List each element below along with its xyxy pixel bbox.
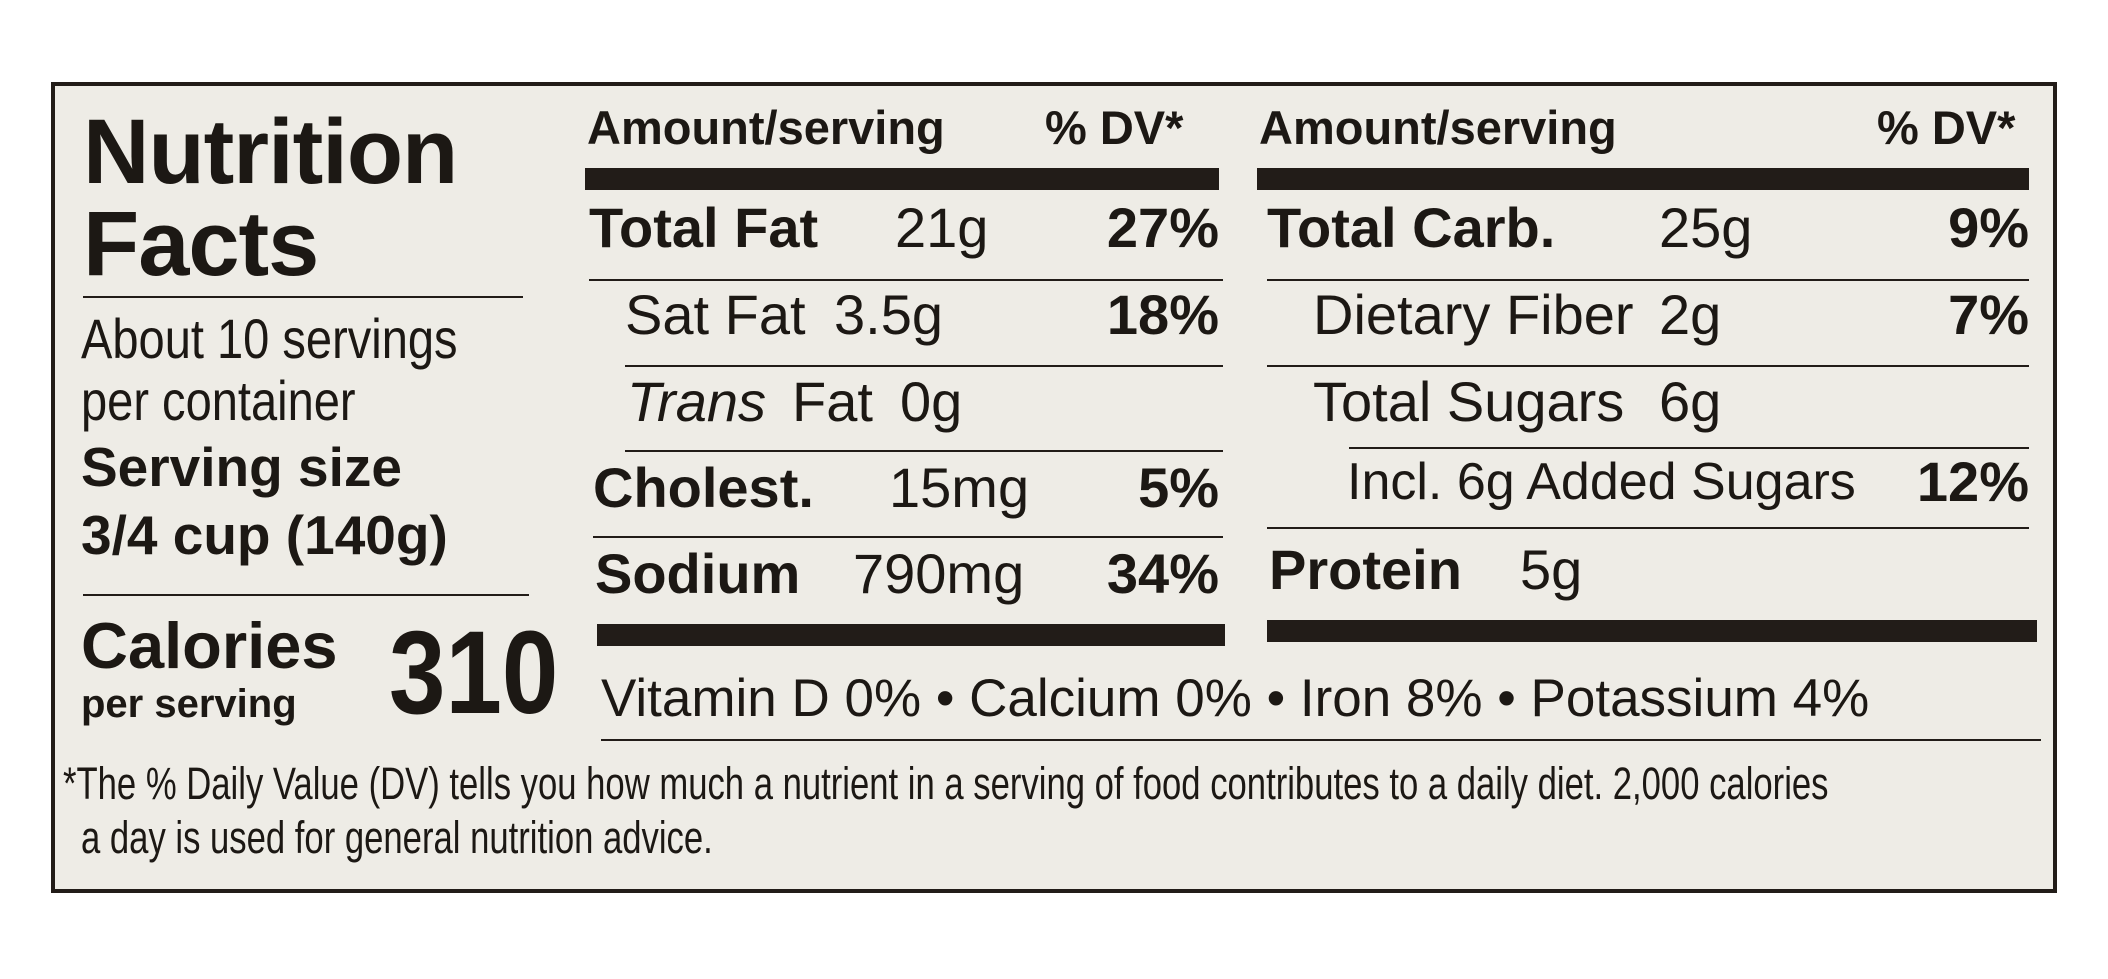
total-fat-amount: 21g: [895, 196, 989, 259]
trans-fat-amount: 0g: [900, 370, 963, 433]
header-dv-left: % DV*: [1045, 101, 1184, 154]
title-nutrition: Nutrition: [83, 101, 458, 203]
protein-name: Protein: [1269, 538, 1462, 601]
serving-size-value: 3/4 cup (140g): [81, 504, 448, 566]
sat-fat-name: Sat Fat: [625, 283, 806, 346]
dietary-fiber-dv: 7%: [1948, 283, 2029, 346]
thick-rule-left-bottom: [597, 624, 1225, 646]
divider: [1349, 447, 2029, 449]
total-carb-name: Total Carb.: [1267, 196, 1556, 259]
total-carb-amount: 25g: [1659, 196, 1753, 259]
title-facts: Facts: [83, 193, 319, 295]
dietary-fiber-name: Dietary Fiber: [1313, 283, 1634, 346]
calories-per-serving: per serving: [81, 682, 297, 726]
header-amount-serving-left: Amount/serving: [587, 101, 945, 154]
protein-amount: 5g: [1520, 538, 1583, 601]
vitamins-minerals-line: Vitamin D 0% • Calcium 0% • Iron 8% • Po…: [601, 669, 1870, 728]
trans-fat-name: Fat: [792, 370, 873, 433]
header-dv-right: % DV*: [1877, 101, 2016, 154]
divider: [1267, 365, 2029, 367]
serving-size-label: Serving size: [81, 436, 402, 498]
added-sugars-text: Incl. 6g Added Sugars: [1347, 453, 1856, 511]
divider: [593, 536, 1223, 538]
added-sugars-dv: 12%: [1916, 450, 2029, 513]
thick-rule-right-bottom: [1267, 620, 2037, 642]
trans-fat-italic: Trans: [627, 370, 766, 433]
total-sugars-amount: 6g: [1659, 370, 1722, 433]
total-sugars-name: Total Sugars: [1313, 370, 1625, 433]
divider: [625, 450, 1223, 452]
divider: [83, 296, 523, 298]
cholest-amount: 15mg: [889, 456, 1030, 519]
sat-fat-dv: 18%: [1106, 283, 1219, 346]
divider: [83, 594, 529, 596]
cholest-dv: 5%: [1138, 456, 1219, 519]
servings-per-container-line2: per container: [81, 369, 356, 432]
total-fat-dv: 27%: [1106, 196, 1219, 259]
divider: [1267, 527, 2029, 529]
header-amount-serving-right: Amount/serving: [1259, 101, 1617, 154]
divider: [589, 279, 1223, 281]
total-fat-name: Total Fat: [589, 196, 819, 259]
sodium-amount: 790mg: [853, 542, 1025, 605]
servings-per-container: About 10 servings: [81, 307, 458, 370]
divider: [601, 739, 2041, 741]
total-carb-dv: 9%: [1948, 196, 2029, 259]
cholest-name: Cholest.: [593, 456, 814, 519]
calories-value: 310: [389, 607, 559, 739]
nutrition-facts-label: Nutrition Facts About 10 servings per co…: [51, 82, 2057, 893]
footnote-line2: a day is used for general nutrition advi…: [81, 812, 713, 863]
sodium-name: Sodium: [595, 542, 801, 605]
sodium-dv: 34%: [1106, 542, 1219, 605]
calories-label: Calories: [81, 609, 338, 682]
divider: [625, 365, 1223, 367]
dietary-fiber-amount: 2g: [1659, 283, 1722, 346]
divider: [1267, 279, 2029, 281]
sat-fat-amount: 3.5g: [834, 283, 943, 346]
footnote-line1: *The % Daily Value (DV) tells you how mu…: [63, 758, 1829, 809]
thick-rule-left-top: [585, 168, 1219, 190]
thick-rule-right-top: [1257, 168, 2029, 190]
